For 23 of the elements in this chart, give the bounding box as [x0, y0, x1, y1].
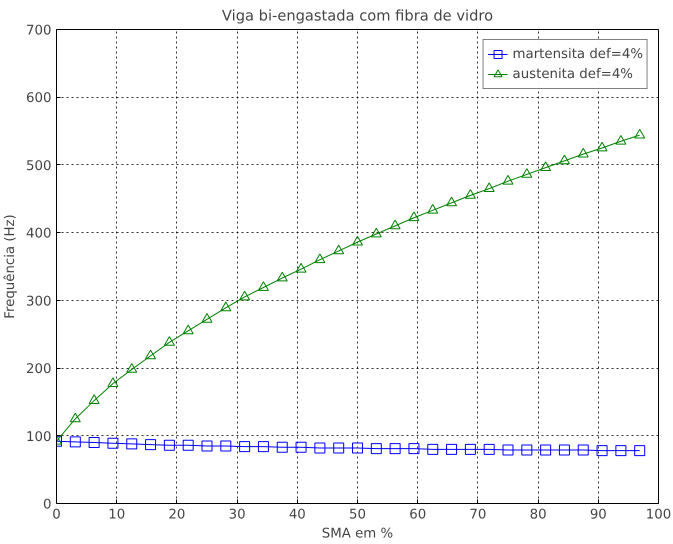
x-tick-label: 20 — [168, 508, 186, 522]
x-tick-label: 100 — [646, 508, 672, 522]
y-tick-label: 0 — [43, 498, 52, 512]
x-tick-label: 10 — [108, 508, 126, 522]
x-tick-label: 60 — [409, 508, 426, 522]
y-tick-label: 500 — [26, 158, 52, 174]
y-tick-label: 100 — [26, 430, 52, 445]
legend-label: austenita def=4% — [512, 66, 633, 82]
y-axis-title: Frequência (Hz) — [3, 214, 18, 319]
y-tick-label: 300 — [26, 294, 52, 310]
x-tick-label: 90 — [590, 508, 607, 522]
x-tick-label: 40 — [288, 508, 306, 522]
y-tick-label: 400 — [26, 226, 52, 242]
y-tick-label: 600 — [26, 91, 52, 106]
chart-title: Viga bi-engastada com fibra de vidro — [222, 8, 494, 24]
x-tick-label: 80 — [530, 508, 547, 522]
x-axis-title: SMA em % — [322, 526, 394, 542]
y-tick-label: 200 — [26, 362, 52, 378]
legend-label: martensita def=4% — [512, 46, 643, 62]
x-tick-label: 50 — [349, 508, 366, 522]
x-tick-label: 30 — [228, 508, 246, 522]
x-tick-label: 70 — [469, 508, 486, 522]
y-tick-label: 700 — [26, 24, 52, 38]
